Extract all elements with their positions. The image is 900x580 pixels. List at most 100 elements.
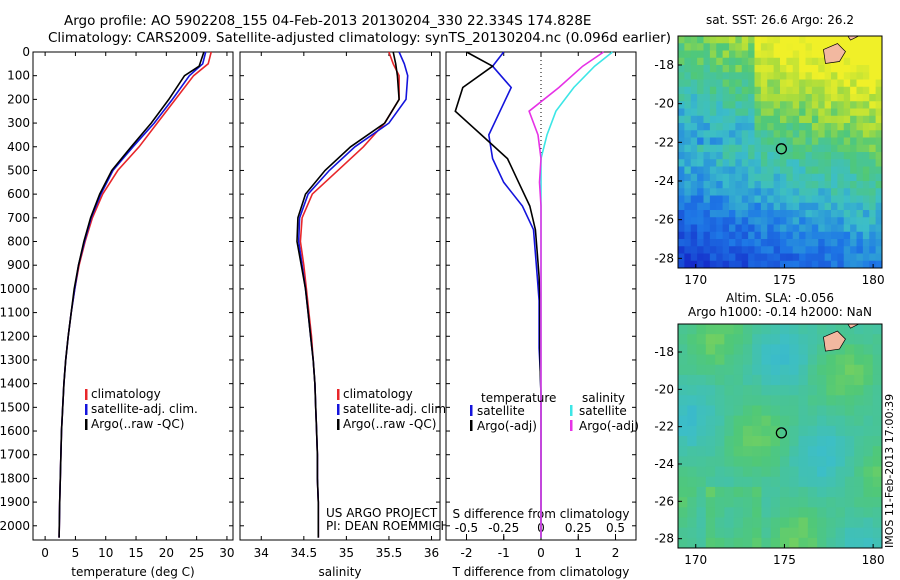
map-cell — [696, 344, 707, 356]
map-cell — [826, 354, 837, 366]
map-cell — [805, 246, 813, 255]
map-cell — [826, 374, 837, 386]
map-cell — [760, 86, 768, 95]
map-cell — [754, 166, 762, 175]
map-cell — [742, 405, 753, 417]
map-cell — [684, 43, 692, 52]
map-cell — [741, 173, 749, 182]
profile-panel-3: -2 -1 0 1 2T difference from climatology-0.5… — [445, 51, 639, 579]
map-cell — [869, 166, 877, 175]
map-cell — [807, 446, 818, 457]
map-cell — [835, 425, 846, 437]
map-cell — [824, 260, 832, 268]
map-cell — [818, 159, 826, 168]
map-cell — [843, 101, 851, 110]
map-cell — [703, 217, 711, 226]
map-cell — [760, 188, 768, 197]
map-cell — [690, 246, 698, 255]
map-cell — [780, 224, 787, 233]
map-cell — [733, 364, 744, 376]
map-cell — [844, 486, 855, 498]
map-cell — [742, 425, 753, 437]
map-cell — [811, 94, 819, 102]
map-cell — [697, 217, 705, 226]
map-cell — [875, 65, 882, 73]
map-cell — [703, 239, 711, 247]
map-cell — [780, 537, 790, 548]
map-cell — [741, 79, 749, 88]
map-cell — [817, 344, 827, 356]
map-cell — [850, 65, 858, 73]
map-cell — [869, 195, 877, 204]
map-cell — [760, 260, 768, 268]
map-cell — [862, 101, 870, 110]
map-cell — [735, 246, 743, 255]
sst-map: 170 175 180-18-20-22-24-26-28 — [654, 35, 885, 287]
map-cell — [850, 224, 858, 233]
map-cell — [716, 130, 724, 139]
map-cell — [875, 79, 882, 88]
map-cell — [696, 446, 707, 457]
map-cell — [690, 188, 698, 197]
map-cell — [811, 253, 819, 262]
map-cell — [872, 354, 882, 366]
y-tick-label: 1300 — [0, 353, 30, 367]
map-cell — [786, 86, 794, 95]
map-cell — [741, 144, 749, 153]
map-cell — [735, 101, 743, 110]
map-cell — [754, 231, 762, 240]
map-cell — [748, 173, 756, 182]
map-cell — [869, 224, 877, 233]
map-cell — [697, 115, 705, 124]
map-cell — [807, 497, 818, 508]
profile-panel-1: 0 5 10 15 20 25 300100200300400500600700800900… — [0, 45, 235, 579]
map-cell — [697, 210, 705, 218]
map-cell — [843, 210, 851, 218]
map-cell — [824, 144, 832, 153]
map-cell — [863, 456, 874, 468]
map-cell — [875, 144, 882, 153]
map-cell — [761, 537, 772, 548]
map-cell — [786, 239, 794, 247]
map-cell — [843, 173, 851, 182]
map-cell — [770, 446, 781, 457]
map-cell — [760, 94, 768, 102]
map-cell — [863, 537, 874, 548]
map-cell — [817, 436, 827, 447]
map-cell — [850, 101, 858, 110]
map-cell — [869, 202, 877, 211]
map-cell — [798, 415, 809, 427]
map-cell — [722, 108, 730, 117]
map-cell — [862, 115, 870, 124]
map-cell — [767, 86, 775, 95]
map-cell — [754, 130, 762, 139]
map-cell — [872, 436, 882, 447]
map-cell — [754, 72, 762, 81]
map-cell — [862, 181, 870, 189]
map-cell — [767, 173, 775, 182]
map-cell — [724, 334, 735, 345]
sla-map-title-line1: Altim. SLA: -0.056 — [726, 291, 834, 305]
map-cell — [807, 537, 818, 548]
map-cell — [807, 456, 818, 468]
map-cell — [687, 385, 698, 396]
x-axis-label: T difference from climatology — [452, 565, 630, 579]
legend-label: climatology — [91, 387, 161, 401]
map-cell — [869, 43, 877, 52]
y-tick-label: 600 — [7, 187, 30, 201]
map-cell — [807, 344, 818, 356]
map-cell — [716, 239, 724, 247]
map-cell — [748, 231, 756, 240]
map-cell — [854, 385, 865, 396]
map-cell — [742, 476, 753, 488]
map-cell — [729, 43, 736, 52]
map-cell — [690, 152, 698, 160]
map-cell — [767, 108, 775, 117]
map-cell — [831, 94, 838, 102]
map-cell — [872, 497, 882, 508]
map-cell — [722, 43, 730, 52]
map-cell — [741, 224, 749, 233]
map-cell — [733, 456, 744, 468]
map-cell — [807, 324, 818, 335]
map-cell — [824, 36, 832, 44]
